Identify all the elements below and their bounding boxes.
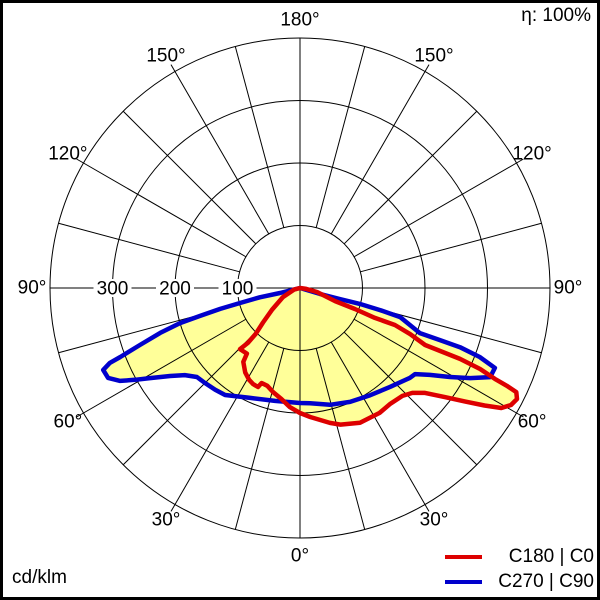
- angle-label: 150°: [146, 45, 185, 66]
- angle-label: 0°: [291, 546, 309, 567]
- grid-spoke: [360, 222, 542, 273]
- grid-spoke: [353, 318, 524, 418]
- red-curve-swatch: [445, 554, 482, 559]
- grid-spoke: [234, 46, 285, 228]
- grid-spoke: [343, 110, 478, 245]
- radial-tick-gap: [93, 279, 132, 297]
- unit-label: cd/klm: [12, 567, 67, 588]
- radial-tick-label: 300: [97, 279, 129, 300]
- grid-spoke: [330, 341, 430, 512]
- radial-tick-gap: [156, 279, 194, 297]
- blue-curve-swatch: [445, 579, 482, 584]
- angle-label: 120°: [512, 144, 551, 165]
- grid-spoke: [315, 46, 366, 228]
- angle-label: 60°: [518, 412, 547, 433]
- angle-label: 30°: [152, 510, 181, 531]
- curve-c180-c0: [237, 285, 520, 427]
- angle-label: 120°: [48, 144, 87, 165]
- grid-spoke: [122, 110, 257, 245]
- grid-spoke: [58, 222, 240, 273]
- radial-tick-gap: [218, 279, 257, 297]
- grid-spoke: [330, 64, 430, 235]
- grid-spoke: [76, 158, 247, 258]
- grid-spoke: [353, 158, 524, 258]
- angle-label: 90°: [554, 278, 583, 299]
- efficiency-label: η: 100%: [521, 5, 591, 26]
- legend-item-c180-c0: C180 | C0: [445, 544, 594, 569]
- radial-tick-label: 100: [222, 279, 254, 300]
- intensity-fill: [103, 288, 517, 425]
- grid-spoke: [234, 348, 285, 530]
- legend-label-c180-c0: C180 | C0: [508, 545, 594, 567]
- legend-item-c270-c90: C270 | C90: [445, 569, 594, 594]
- angle-label: 90°: [18, 278, 47, 299]
- angle-label: 30°: [420, 510, 449, 531]
- angle-label: 60°: [54, 412, 83, 433]
- grid-spoke: [170, 64, 270, 235]
- legend: C180 | C0 C270 | C90: [445, 544, 594, 594]
- grid-spoke: [343, 331, 478, 466]
- grid-spoke: [76, 318, 247, 418]
- grid-spoke: [122, 331, 257, 466]
- grid-spoke: [315, 348, 366, 530]
- angle-label: 180°: [280, 10, 319, 31]
- curve-c270-c90: [100, 285, 498, 408]
- grid-spoke: [170, 341, 270, 512]
- radial-tick-label: 200: [159, 279, 191, 300]
- angle-label: 150°: [414, 45, 453, 66]
- legend-label-c270-c90: C270 | C90: [498, 570, 594, 592]
